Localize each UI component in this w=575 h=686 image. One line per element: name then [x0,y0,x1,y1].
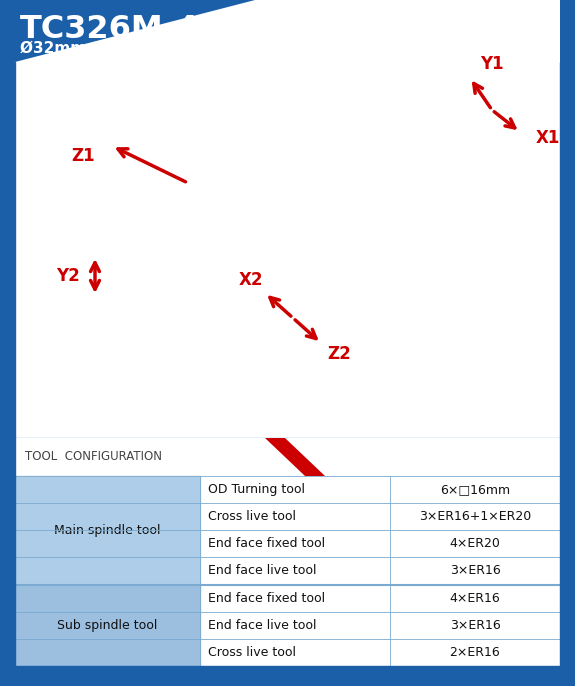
Text: 6×□16mm: 6×□16mm [440,483,510,496]
Text: Y2: Y2 [56,267,80,285]
Bar [390,639,560,666]
Text: End face live tool: End face live tool [208,619,316,632]
Bar [560,62,575,438]
Bar [200,584,390,612]
Bar [200,639,390,666]
Text: 4×ER20: 4×ER20 [450,537,500,550]
Text: X2: X2 [239,271,263,289]
Bar [200,476,390,503]
Text: Y1: Y1 [480,55,504,73]
Text: Cross live tool: Cross live tool [208,510,296,523]
Bar [390,584,560,612]
Bar [0,438,15,666]
Text: TOOL  CONFIGURATION: TOOL CONFIGURATION [25,451,162,464]
Text: Main spindle tool: Main spindle tool [54,524,161,536]
Polygon shape [15,0,560,438]
Text: 4×ER16: 4×ER16 [450,591,500,604]
Text: TC326M-4: TC326M-4 [20,14,200,45]
Bar [200,530,390,558]
Bar [390,530,560,558]
Text: Z2: Z2 [327,345,351,363]
Text: OD Turning tool: OD Turning tool [208,483,305,496]
Text: 3×ER16: 3×ER16 [450,619,500,632]
Bar [390,476,560,503]
Text: End face live tool: End face live tool [208,565,316,578]
Text: 3×ER16+1×ER20: 3×ER16+1×ER20 [419,510,531,523]
Text: End face fixed tool: End face fixed tool [208,591,325,604]
Bar [390,503,560,530]
Bar [200,612,390,639]
Bar [390,558,560,584]
Bar [200,558,390,584]
Text: End face fixed tool: End face fixed tool [208,537,325,550]
Text: X1: X1 [536,129,561,147]
Text: Z1: Z1 [71,147,95,165]
Text: Sub spindle tool: Sub spindle tool [58,619,158,632]
Text: 2×ER16: 2×ER16 [450,646,500,659]
Bar [0,666,575,686]
Bar [15,438,560,666]
Bar [15,476,200,584]
Bar [15,438,560,476]
Bar [390,612,560,639]
Text: Ø32mm 6-axis: Ø32mm 6-axis [20,40,143,56]
Text: 3×ER16: 3×ER16 [450,565,500,578]
Polygon shape [265,438,325,476]
Bar [0,62,15,438]
Text: Cross live tool: Cross live tool [208,646,296,659]
Bar [15,584,200,666]
Bar [560,438,575,666]
Bar [200,503,390,530]
